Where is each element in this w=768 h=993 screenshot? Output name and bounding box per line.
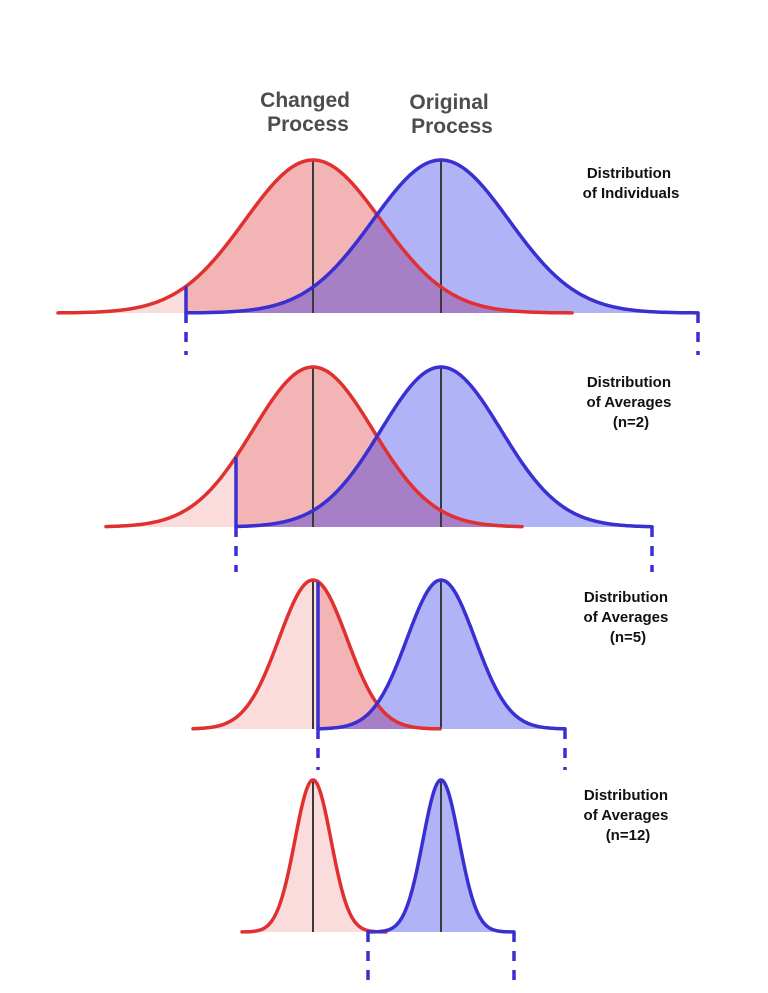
bell-curve-blue: [366, 778, 516, 934]
bell-curve-red: [104, 365, 524, 529]
bell-curve-blue: [234, 365, 654, 529]
bell-curve-blue: [184, 158, 700, 315]
panel-label-averages-n5: Distribution of Averages (n=5): [584, 589, 673, 646]
panel-individuals: [56, 158, 700, 355]
original-fill: [236, 367, 652, 527]
panel-averages-n5: [191, 578, 567, 770]
panel-label-averages-n2: Distribution of Averages (n=2): [587, 374, 676, 431]
bell-curve-blue: [316, 578, 567, 731]
overlap-fill: [186, 214, 572, 313]
bell-curve-red: [56, 158, 574, 315]
header-changed-process: Changed Process: [260, 89, 356, 136]
bell-curve-red: [191, 578, 442, 731]
bell-curve-red: [240, 778, 388, 934]
panel-averages-n2: [104, 365, 654, 572]
panel-label-averages-n12: Distribution of Averages (n=12): [584, 787, 673, 844]
overlap-fill: [236, 436, 522, 527]
panel-label-individuals: Distribution of Individuals: [583, 165, 680, 202]
panel-averages-n12: [240, 778, 516, 988]
header-original-process: Original Process: [409, 91, 494, 138]
overlap-fill: [318, 703, 440, 729]
